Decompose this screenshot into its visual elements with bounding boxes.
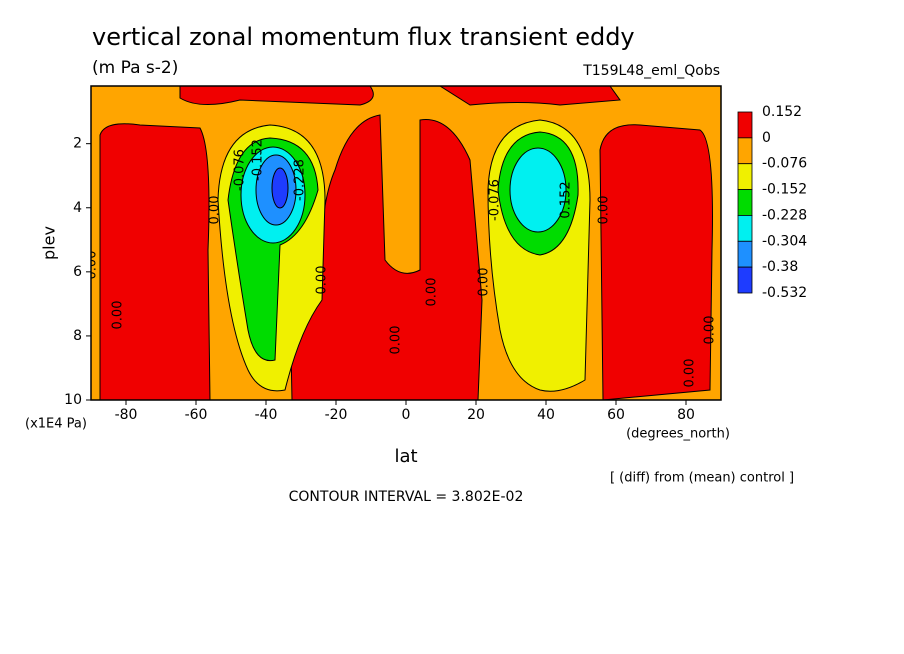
contour-interval: CONTOUR INTERVAL = 3.802E-02 — [289, 489, 524, 505]
y-tick-label: 8 — [73, 328, 82, 344]
contour-fill — [179, 86, 374, 106]
x-tick-label: 80 — [677, 407, 695, 423]
x-tick-label: 60 — [607, 407, 625, 423]
contour-label: 0.00 — [683, 359, 698, 388]
colorbar-label: -0.076 — [762, 156, 807, 172]
y-unit: (x1E4 Pa) — [25, 417, 87, 432]
contour-fill — [599, 124, 713, 400]
colorbar-label: -0.38 — [762, 259, 798, 275]
contour-label: 0.00 — [111, 301, 126, 330]
contour-label: 0.00 — [85, 251, 100, 280]
chart-title: vertical zonal momentum flux transient e… — [92, 23, 635, 51]
x-tick-label: 40 — [537, 407, 555, 423]
contour-label: 0.152 — [559, 181, 574, 218]
subtitle: (m Pa s-2) — [92, 58, 178, 78]
run-label: T159L48_eml_Qobs — [582, 63, 720, 79]
contour-label: -0.228 — [293, 159, 308, 201]
contour-label: 0.00 — [703, 316, 718, 345]
contour-label: 0.00 — [389, 326, 404, 355]
x-tick-label: 0 — [402, 407, 411, 423]
note: [ (diff) from (mean) control ] — [610, 471, 794, 486]
x-tick-label: -20 — [325, 407, 348, 423]
colorbar-label: -0.228 — [762, 207, 807, 223]
contour-label: 0.00 — [208, 196, 223, 225]
x-unit: (degrees_north) — [626, 427, 730, 442]
x-axis-label: lat — [394, 446, 417, 467]
contour-label: 0.00 — [597, 196, 612, 225]
contour-fill — [99, 123, 211, 400]
x-tick-label: 20 — [467, 407, 485, 423]
x-tick-label: -60 — [185, 407, 208, 423]
colorbar-label: -0.532 — [762, 285, 807, 301]
colorbar-label: 0 — [762, 130, 771, 146]
y-tick-label: 6 — [73, 264, 82, 280]
y-axis-label: plev — [40, 226, 59, 260]
contour-label: -0.076 — [488, 179, 503, 221]
colorbar-box — [737, 189, 753, 216]
y-tick-label: 4 — [73, 200, 82, 216]
colorbar-box — [737, 137, 753, 165]
contour-label: 0.00 — [315, 266, 330, 295]
colorbar-box — [737, 163, 753, 190]
y-tick-label: 2 — [73, 136, 82, 152]
colorbar-label: 0.152 — [762, 104, 802, 120]
colorbar-label: -0.304 — [762, 233, 807, 249]
x-tick-label: -80 — [115, 407, 138, 423]
contour-label: 0.00 — [425, 278, 440, 307]
x-tick-label: -40 — [255, 407, 278, 423]
contour-fill — [509, 147, 567, 233]
contour-fill — [439, 86, 621, 106]
contour-label: -0.076 — [233, 149, 248, 191]
y-tick-label: 10 — [64, 392, 82, 408]
colorbar-box — [737, 111, 753, 139]
colorbar-box — [737, 240, 753, 268]
contour-fill — [271, 167, 289, 209]
colorbar-box — [737, 215, 753, 242]
colorbar-box — [737, 266, 753, 294]
contour-label: -0.152 — [251, 139, 266, 181]
contour-label: 0.00 — [477, 268, 492, 297]
colorbar-label: -0.152 — [762, 182, 807, 198]
